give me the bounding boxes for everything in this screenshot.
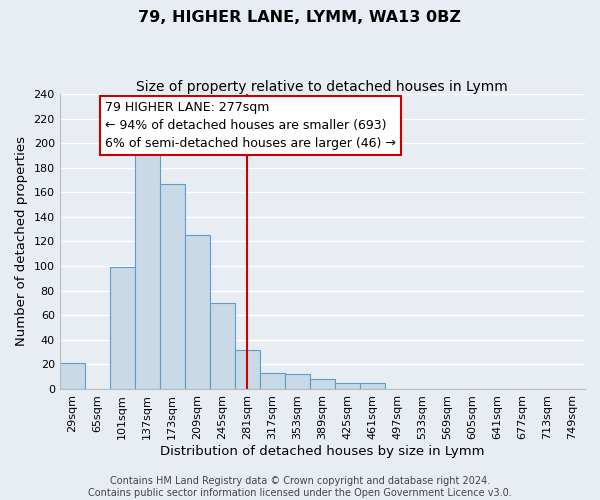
Bar: [185, 236, 210, 389]
Bar: [59, 363, 85, 389]
Text: Contains HM Land Registry data © Crown copyright and database right 2024.
Contai: Contains HM Land Registry data © Crown c…: [88, 476, 512, 498]
Bar: [335, 383, 360, 389]
Text: 79, HIGHER LANE, LYMM, WA13 0BZ: 79, HIGHER LANE, LYMM, WA13 0BZ: [139, 10, 461, 25]
Text: 79 HIGHER LANE: 277sqm
← 94% of detached houses are smaller (693)
6% of semi-det: 79 HIGHER LANE: 277sqm ← 94% of detached…: [104, 102, 395, 150]
Bar: [235, 350, 260, 389]
Bar: [160, 184, 185, 389]
Bar: [360, 383, 385, 389]
Bar: [110, 268, 135, 389]
Title: Size of property relative to detached houses in Lymm: Size of property relative to detached ho…: [136, 80, 508, 94]
Bar: [310, 379, 335, 389]
Y-axis label: Number of detached properties: Number of detached properties: [15, 136, 28, 346]
Bar: [135, 154, 160, 389]
Bar: [260, 373, 285, 389]
Bar: [210, 303, 235, 389]
Bar: [285, 374, 310, 389]
X-axis label: Distribution of detached houses by size in Lymm: Distribution of detached houses by size …: [160, 444, 485, 458]
